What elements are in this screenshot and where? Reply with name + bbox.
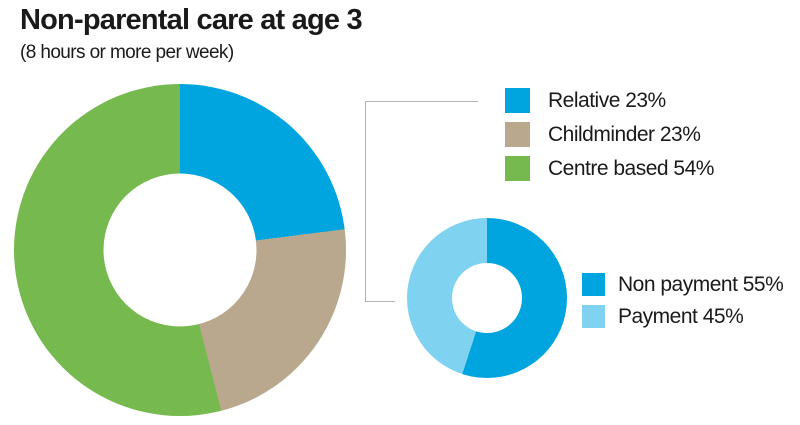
legend-item-relative: Relative 23% bbox=[505, 88, 714, 113]
legend-item-payment: Payment 45% bbox=[582, 305, 783, 328]
legend-label-non-payment: Non payment 55% bbox=[618, 273, 784, 296]
legend-swatch-centre-based bbox=[505, 156, 530, 181]
legend-care-type: Relative 23% Childminder 23% Centre base… bbox=[505, 88, 714, 181]
legend-item-childminder: Childminder 23% bbox=[505, 122, 714, 147]
legend-label-childminder: Childminder 23% bbox=[548, 123, 701, 146]
legend-item-centre-based: Centre based 54% bbox=[505, 156, 714, 181]
legend-label-centre-based: Centre based 54% bbox=[548, 157, 714, 180]
donut-hole bbox=[452, 263, 522, 333]
callout-bracket-foot bbox=[365, 301, 395, 302]
callout-bracket bbox=[365, 101, 478, 302]
legend-item-non-payment: Non payment 55% bbox=[582, 273, 784, 296]
donut-hole bbox=[103, 173, 257, 327]
donut-chart-payment bbox=[407, 218, 567, 378]
legend-swatch-non-payment bbox=[582, 273, 605, 296]
legend-label-relative: Relative 23% bbox=[548, 89, 666, 112]
legend-payment: Non payment 55% Payment 45% bbox=[582, 273, 784, 328]
chart-subtitle: (8 hours or more per week) bbox=[20, 42, 234, 63]
donut-chart-care-type bbox=[14, 84, 346, 416]
legend-swatch-payment bbox=[582, 305, 605, 328]
chart-title: Non-parental care at age 3 bbox=[20, 4, 363, 36]
legend-swatch-relative bbox=[505, 88, 530, 113]
legend-swatch-childminder bbox=[505, 122, 530, 147]
legend-label-payment: Payment 45% bbox=[618, 305, 744, 328]
